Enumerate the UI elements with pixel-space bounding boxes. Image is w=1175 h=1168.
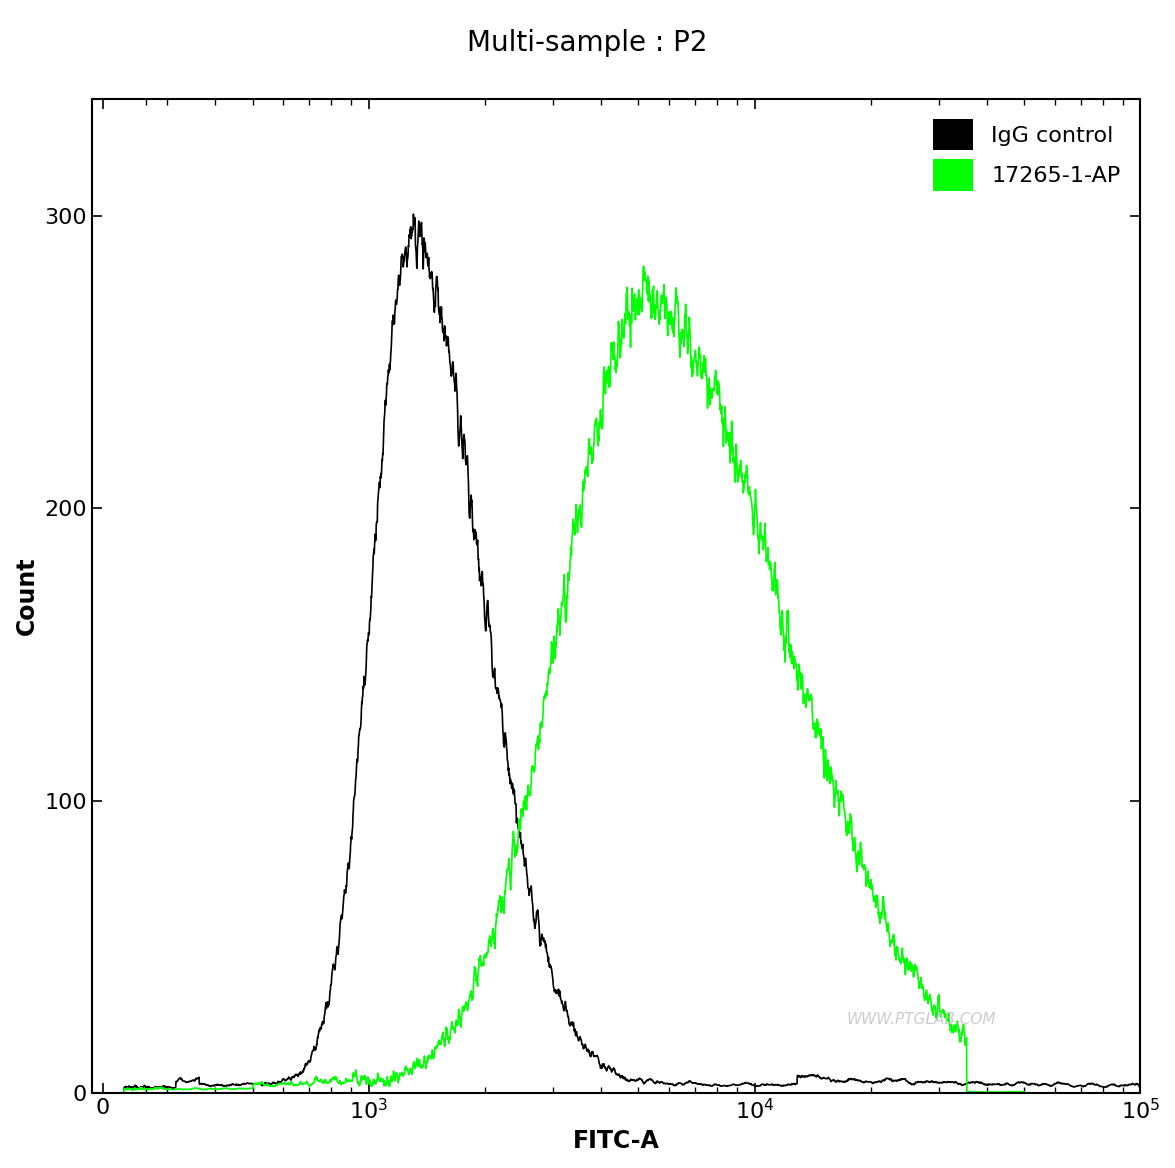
Text: WWW.PTGLAB.COM: WWW.PTGLAB.COM (847, 1011, 996, 1027)
Y-axis label: Count: Count (15, 557, 39, 635)
X-axis label: FITC-A: FITC-A (573, 1129, 659, 1153)
Legend: IgG control, 17265-1-AP: IgG control, 17265-1-AP (925, 110, 1129, 200)
Text: Multi-sample : P2: Multi-sample : P2 (468, 29, 707, 57)
